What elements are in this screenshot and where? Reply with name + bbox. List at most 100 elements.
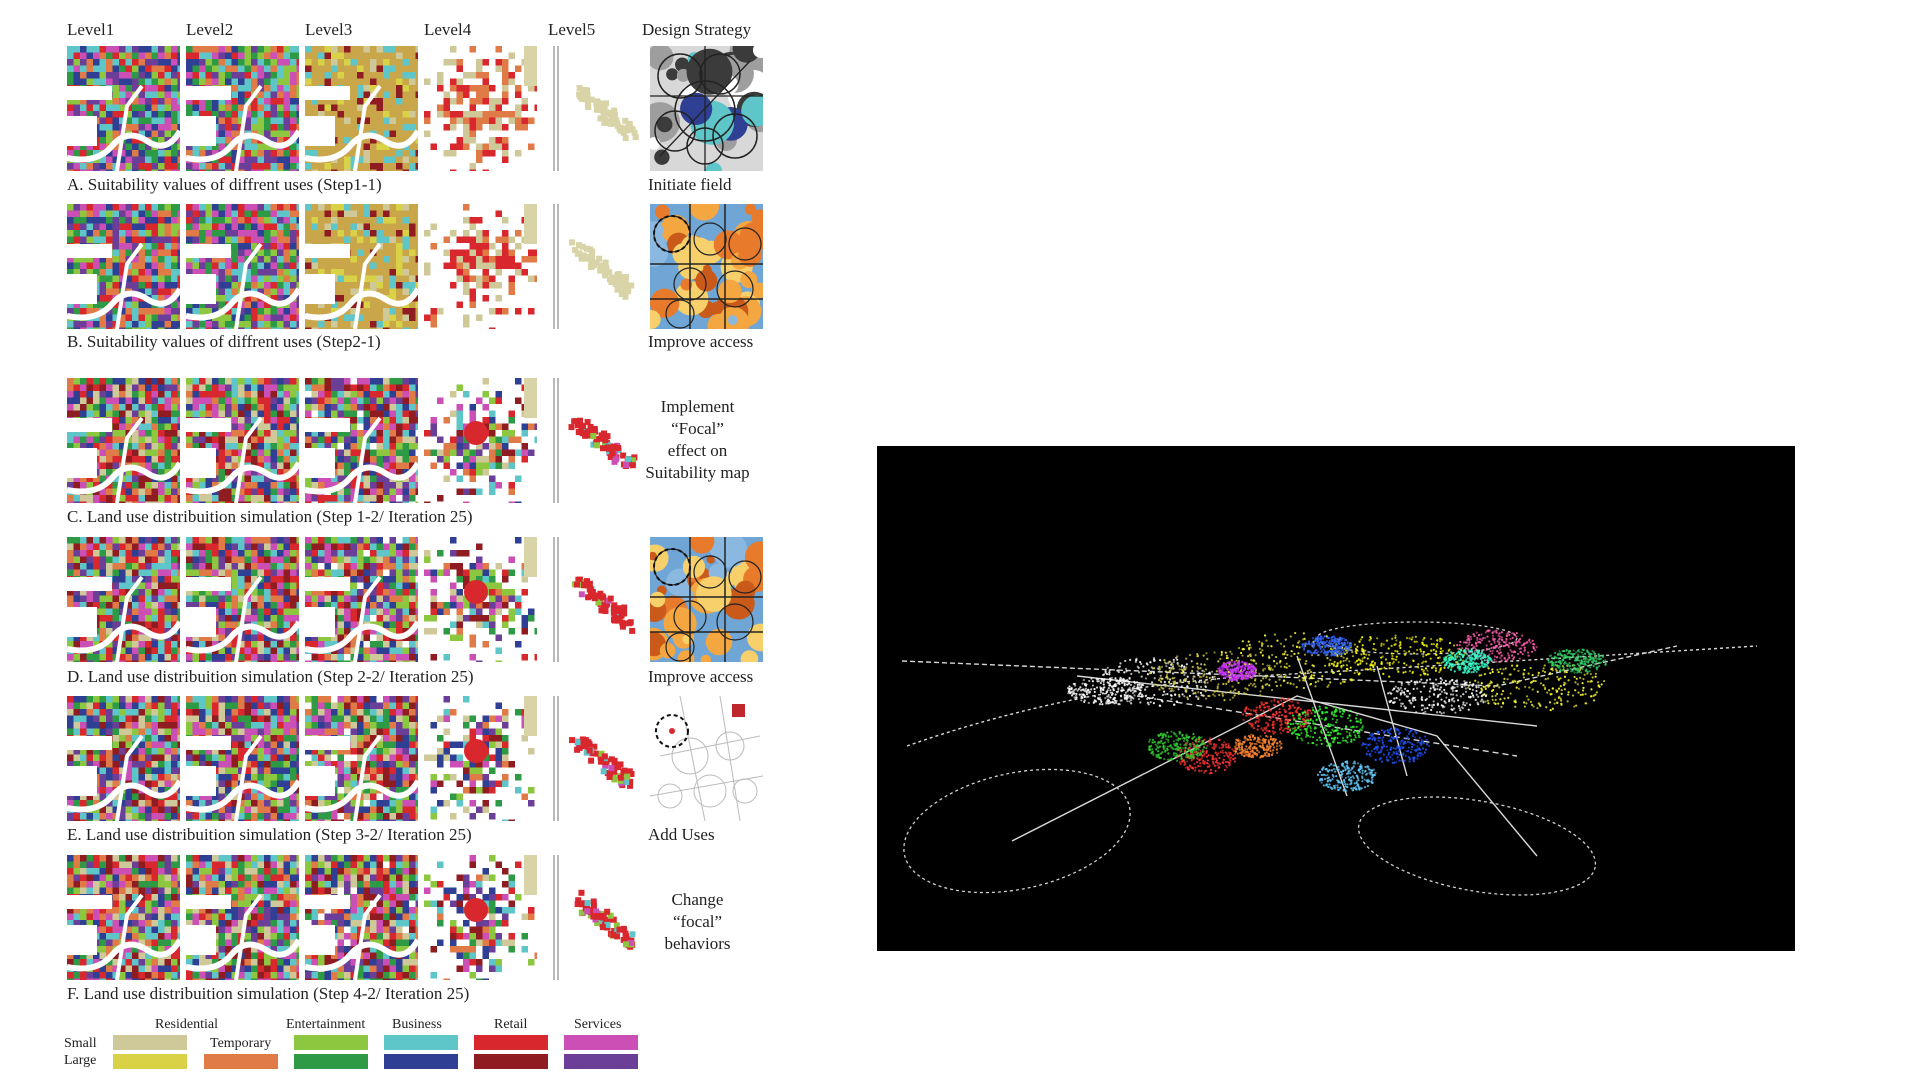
point [1218,756,1221,760]
header-level1: Level1 [67,20,115,39]
point [1538,703,1541,706]
point [1361,660,1364,663]
point [1537,671,1540,674]
point [1436,661,1439,665]
map-line [353,416,382,503]
point [1344,776,1347,780]
point [1249,653,1252,656]
point [1563,671,1566,674]
point [1123,684,1126,687]
point [1313,731,1317,734]
land-use-map [305,46,418,171]
point [1546,677,1550,680]
point [1509,673,1512,676]
point [1587,665,1590,668]
point [1547,661,1550,664]
point [1477,641,1480,644]
point [1131,691,1135,695]
point [1326,779,1329,783]
point [1235,738,1238,741]
point [1107,686,1110,690]
point [1242,692,1246,695]
point [1332,705,1335,709]
map-circle [671,737,709,775]
point [1126,696,1130,699]
point [1346,783,1349,786]
point [1204,689,1207,692]
point [1515,665,1518,668]
point [1228,754,1231,757]
point [1128,677,1131,680]
point [1372,736,1375,739]
point [1282,729,1285,732]
point [1176,742,1179,745]
point [1361,780,1364,783]
point [1369,637,1373,640]
point [1360,729,1363,732]
point [1196,662,1199,665]
point [1527,698,1530,701]
point [1284,638,1287,641]
point [1486,655,1489,658]
point [1150,681,1154,684]
point [1167,752,1170,755]
point [1261,642,1264,646]
point [1502,645,1505,648]
point [1466,638,1469,642]
point [1239,671,1242,675]
point [1355,781,1358,785]
point [1422,644,1426,647]
point [1489,680,1492,683]
point [1195,681,1198,684]
point [1320,650,1323,653]
point [1499,656,1502,659]
point [1306,734,1309,737]
point [1267,666,1271,669]
point [1328,650,1331,653]
point [1090,677,1093,680]
swatch-retail-small [474,1035,548,1050]
point [1273,739,1276,742]
point [1324,654,1327,657]
point [1210,742,1213,746]
point [1440,661,1443,665]
point [1338,653,1341,656]
point [1235,675,1238,678]
point [1504,667,1507,670]
point [1598,654,1601,658]
map-circle [655,714,689,748]
point [1174,748,1177,751]
map-circle [713,230,743,260]
point [1454,711,1457,714]
point [1348,731,1351,735]
point [1178,737,1182,741]
point [1311,637,1314,640]
point [1203,682,1207,685]
point [1349,726,1352,729]
map-line [186,779,299,813]
point [1502,681,1505,684]
point [1289,682,1292,685]
point [1551,687,1555,690]
point [1107,693,1110,697]
point [1543,670,1547,674]
point [1297,652,1300,655]
point [1408,699,1411,702]
point [1460,685,1463,688]
map-circle [680,92,713,125]
point [1473,653,1477,656]
point [1469,667,1472,671]
point [1591,661,1595,664]
point [1566,652,1569,655]
point [1463,668,1466,672]
point [1365,662,1368,665]
land-use-map [67,855,180,980]
point [1265,748,1268,751]
point [1499,648,1502,651]
point [1438,710,1442,714]
map-panel-r3-level2 [186,378,299,503]
point [1316,738,1319,742]
point [1324,774,1327,777]
point [1513,679,1516,682]
point [1280,720,1283,724]
